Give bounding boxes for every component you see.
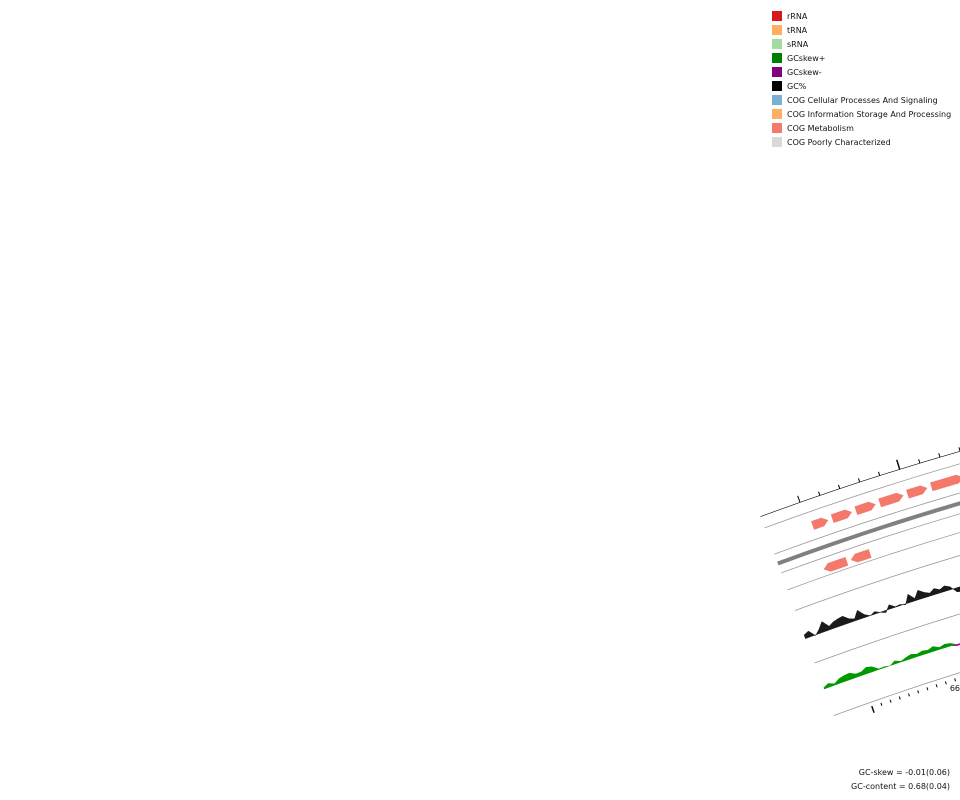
inner-tick (871, 705, 875, 713)
track-boundary-ring (774, 492, 960, 555)
legend-swatch (772, 25, 782, 35)
forward-gene (878, 492, 904, 508)
legend-item-gcskew-minus: GCskew- (772, 65, 951, 79)
backbone-ring (777, 501, 960, 566)
legend-label: GCskew+ (787, 53, 826, 63)
inner-tick (889, 699, 892, 703)
gc-content-stat: GC-content = 0.68(0.04) (851, 782, 950, 791)
forward-gene (854, 501, 876, 515)
axis-label-group: 6600 kbp6605 kbp6610 kbp6615 kbp6620 kbp… (950, 684, 960, 693)
axis-label: 6600 kbp (950, 684, 960, 693)
legend-item-cog-poorly: COG Poorly Characterized (772, 135, 951, 149)
outer-tick-ring (760, 447, 960, 517)
legend-label: COG Cellular Processes And Signaling (787, 95, 938, 105)
gene-tracks (811, 474, 960, 572)
legend-swatch (772, 95, 782, 105)
gc-content-track (803, 585, 960, 639)
inner-tick (898, 696, 901, 700)
outer-ring-line (760, 451, 960, 517)
legend-swatch (772, 53, 782, 63)
inner-tick (908, 693, 910, 697)
forward-gene (906, 485, 928, 499)
legend-swatch (772, 81, 782, 91)
inner-tick (935, 684, 938, 688)
inner-tick (944, 681, 947, 685)
legend-label: sRNA (787, 39, 809, 49)
legend-swatch (772, 67, 782, 77)
legend-swatch (772, 11, 782, 21)
legend-label: tRNA (787, 25, 808, 35)
inner-tick (880, 702, 883, 706)
legend-label: GC% (787, 81, 807, 91)
legend-swatch (772, 137, 782, 147)
gc-skew-stat: GC-skew = -0.01(0.06) (858, 768, 950, 777)
inner-tick-ring (871, 678, 957, 713)
genome-backbone (777, 501, 960, 566)
inner-tick (926, 687, 929, 691)
legend-item-cog-metabolism: COG Metabolism (772, 121, 951, 135)
legend-swatch (772, 109, 782, 119)
legend: rRNA tRNA sRNA GCskew+ GCskew- GC% COG C… (772, 9, 951, 149)
forward-gene (811, 517, 829, 530)
legend-label: COG Poorly Characterized (787, 137, 891, 147)
legend-swatch (772, 123, 782, 133)
outer-tick (857, 478, 861, 483)
legend-swatch (772, 39, 782, 49)
legend-item-cog-cellular: COG Cellular Processes And Signaling (772, 93, 951, 107)
outer-tick (896, 459, 901, 470)
inner-tick (954, 678, 957, 682)
legend-label: COG Information Storage And Processing (787, 109, 952, 119)
forward-gene (930, 474, 960, 492)
legend-item-gc-percent: GC% (772, 79, 951, 93)
legend-item-cog-information: COG Information Storage And Processing (772, 107, 951, 121)
legend-label: rRNA (787, 11, 808, 21)
legend-item-srna: sRNA (772, 37, 951, 51)
reverse-gene (850, 549, 872, 563)
outer-tick (938, 453, 941, 458)
forward-gene (830, 509, 852, 523)
outer-tick (877, 471, 881, 476)
outer-tick (918, 459, 921, 464)
legend-item-gcskew-plus: GCskew+ (772, 51, 951, 65)
legend-label: COG Metabolism (787, 123, 854, 133)
legend-item-trna: tRNA (772, 23, 951, 37)
legend-item-rrna: rRNA (772, 9, 951, 23)
outer-tick (818, 491, 821, 496)
gc-content-profile (803, 585, 960, 639)
outer-tick (838, 484, 841, 489)
legend-label: GCskew- (787, 67, 822, 77)
outer-tick (797, 495, 801, 503)
reverse-gene (823, 557, 849, 572)
inner-tick (917, 690, 920, 694)
stats-box: GC-skew = -0.01(0.06) GC-content = 0.68(… (851, 766, 950, 794)
